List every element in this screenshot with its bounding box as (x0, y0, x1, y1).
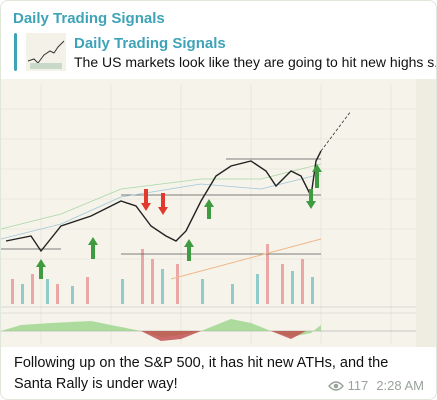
views-count: 117 (347, 378, 369, 393)
reply-text[interactable]: The US markets look like they are going … (74, 54, 437, 70)
views-icon (327, 380, 344, 391)
chart-image[interactable] (1, 79, 437, 347)
sender-name[interactable]: Daily Trading Signals (13, 10, 165, 27)
reply-bar (14, 33, 17, 71)
reply-thumbnail[interactable] (26, 33, 66, 71)
message-text: Following up on the S&P 500, it has hit … (14, 355, 389, 392)
message-time: 2:28 AM (376, 378, 424, 393)
message-meta: 117 2:28 AM (327, 378, 424, 393)
reply-title[interactable]: Daily Trading Signals (74, 35, 226, 52)
